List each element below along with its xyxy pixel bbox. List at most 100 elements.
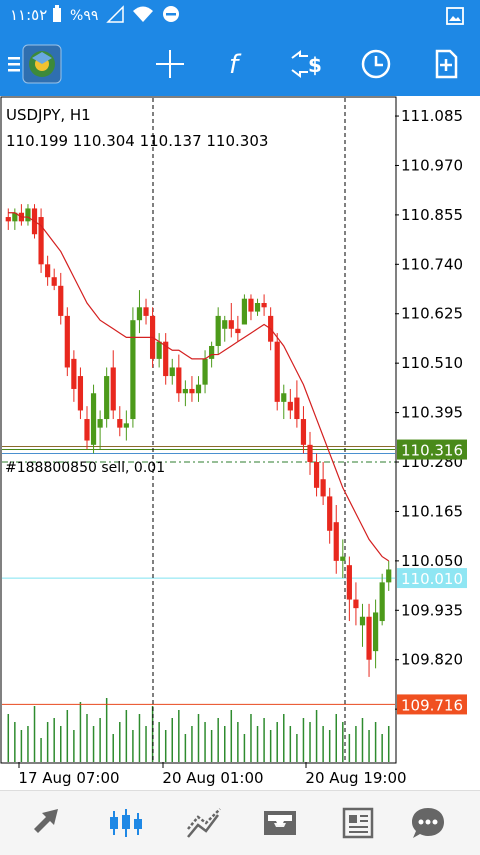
candle-body xyxy=(25,208,31,222)
crosshair-icon[interactable] xyxy=(142,32,198,96)
candle-body xyxy=(313,462,320,488)
candle-body xyxy=(97,419,103,428)
time-tick-label: 17 Aug 07:00 xyxy=(18,769,119,787)
price-tick-label: 110.395 xyxy=(401,404,463,422)
moving-average-line xyxy=(8,212,390,562)
battery-icon xyxy=(52,5,62,27)
candle-body xyxy=(346,565,352,600)
candle-body xyxy=(51,277,57,286)
status-bar: ١١:٥٢ %٩٩ xyxy=(0,0,480,32)
quotes-icon[interactable] xyxy=(8,791,88,855)
price-tick-label: 110.625 xyxy=(401,305,463,323)
candle-body xyxy=(136,307,143,321)
price-tick-label: 110.050 xyxy=(401,552,463,570)
candle-body xyxy=(386,569,392,583)
price-tick-label: 110.165 xyxy=(401,502,463,520)
gallery-icon xyxy=(446,7,464,29)
battery-percent: %٩٩ xyxy=(70,8,99,24)
candle-body xyxy=(45,264,51,278)
candle-body xyxy=(222,320,228,329)
candle-body xyxy=(104,376,110,420)
candle-body xyxy=(90,393,97,445)
dnd-icon xyxy=(162,5,180,27)
signal-icon xyxy=(106,5,125,27)
candle-body xyxy=(241,298,248,325)
plot-frame xyxy=(0,96,397,764)
price-chart[interactable]: 111.085 110.970 110.855 110.740 110.625 110.5… xyxy=(0,96,480,790)
candle-body xyxy=(58,285,64,316)
candle-body xyxy=(320,479,326,497)
toolbar: f $ xyxy=(0,32,480,96)
symbol-label: USDJPY, H1 xyxy=(6,106,91,124)
candle-body xyxy=(281,393,287,402)
candle-body xyxy=(333,522,339,561)
order-label: #188800850 sell, 0.01 xyxy=(5,460,165,476)
app-logo[interactable] xyxy=(14,32,70,96)
history-icon[interactable] xyxy=(240,791,320,855)
candle-body xyxy=(110,367,116,411)
candle-body xyxy=(215,315,221,346)
stop-badge: 109.716 xyxy=(401,696,463,714)
candle-body xyxy=(287,401,293,411)
new-order-icon[interactable] xyxy=(418,32,474,96)
candle-body xyxy=(195,384,202,394)
candle-body xyxy=(327,496,333,531)
timeframe-icon[interactable] xyxy=(348,32,404,96)
stop-badge-bg xyxy=(397,694,467,715)
candle-body xyxy=(182,388,188,394)
svg-text:f: f xyxy=(229,50,242,80)
order-badge-bg xyxy=(397,568,467,589)
bottom-nav xyxy=(0,790,480,855)
symbol-change-icon[interactable]: $ xyxy=(280,32,336,96)
candle-body xyxy=(307,444,313,463)
candle-body xyxy=(38,217,44,265)
candle-body xyxy=(71,358,77,389)
candle-body xyxy=(359,616,366,626)
time-tick-label: 20 Aug 19:00 xyxy=(305,769,406,787)
status-icons: %٩٩ xyxy=(52,5,180,27)
candle-body xyxy=(169,367,175,377)
clock: ١١:٥٢ xyxy=(10,6,48,24)
candle-body xyxy=(202,358,208,385)
chart-area[interactable]: 111.085 110.970 110.855 110.740 110.625 110.5… xyxy=(0,96,480,790)
chat-icon[interactable] xyxy=(388,791,468,855)
price-tick-label: 110.740 xyxy=(401,255,463,273)
bid-badge: 110.316 xyxy=(401,442,463,460)
candle-body xyxy=(130,320,136,420)
price-tick-label: 110.855 xyxy=(401,206,463,224)
candle-body xyxy=(254,303,261,312)
candle-body xyxy=(84,419,90,441)
candle-body xyxy=(77,376,84,411)
candle-body xyxy=(366,616,372,660)
candle-body xyxy=(209,345,215,359)
price-tick-label: 110.510 xyxy=(401,354,463,372)
candle-body xyxy=(353,599,359,609)
time-tick-label: 20 Aug 01:00 xyxy=(162,769,263,787)
bid-badge-bg xyxy=(397,439,467,460)
price-tick-label: 111.085 xyxy=(401,107,463,125)
indicators-icon[interactable]: f xyxy=(210,32,266,96)
candle-body xyxy=(64,315,70,368)
candle-body xyxy=(117,419,123,428)
candle-body xyxy=(5,217,11,222)
price-tick-label: 109.820 xyxy=(401,651,463,669)
candle-body xyxy=(261,303,267,308)
candle-body xyxy=(12,212,18,222)
candle-body xyxy=(143,307,149,316)
candle-body xyxy=(176,367,182,394)
candle-body xyxy=(189,388,195,394)
candle-body xyxy=(123,423,129,428)
chart-icon[interactable] xyxy=(86,791,166,855)
candle-body xyxy=(294,397,300,420)
candle-body xyxy=(373,612,379,652)
candle-body xyxy=(248,298,254,312)
price-tick-label: 110.970 xyxy=(401,156,463,174)
wifi-icon xyxy=(132,5,154,27)
trade-icon[interactable] xyxy=(164,791,244,855)
order-badge: 110.010 xyxy=(401,570,463,588)
menu-icon[interactable] xyxy=(0,32,36,96)
ohlc-label: 110.199 110.304 110.137 110.303 xyxy=(6,132,268,150)
candle-body xyxy=(156,341,162,359)
candle-body xyxy=(379,582,385,622)
news-icon[interactable] xyxy=(318,791,398,855)
